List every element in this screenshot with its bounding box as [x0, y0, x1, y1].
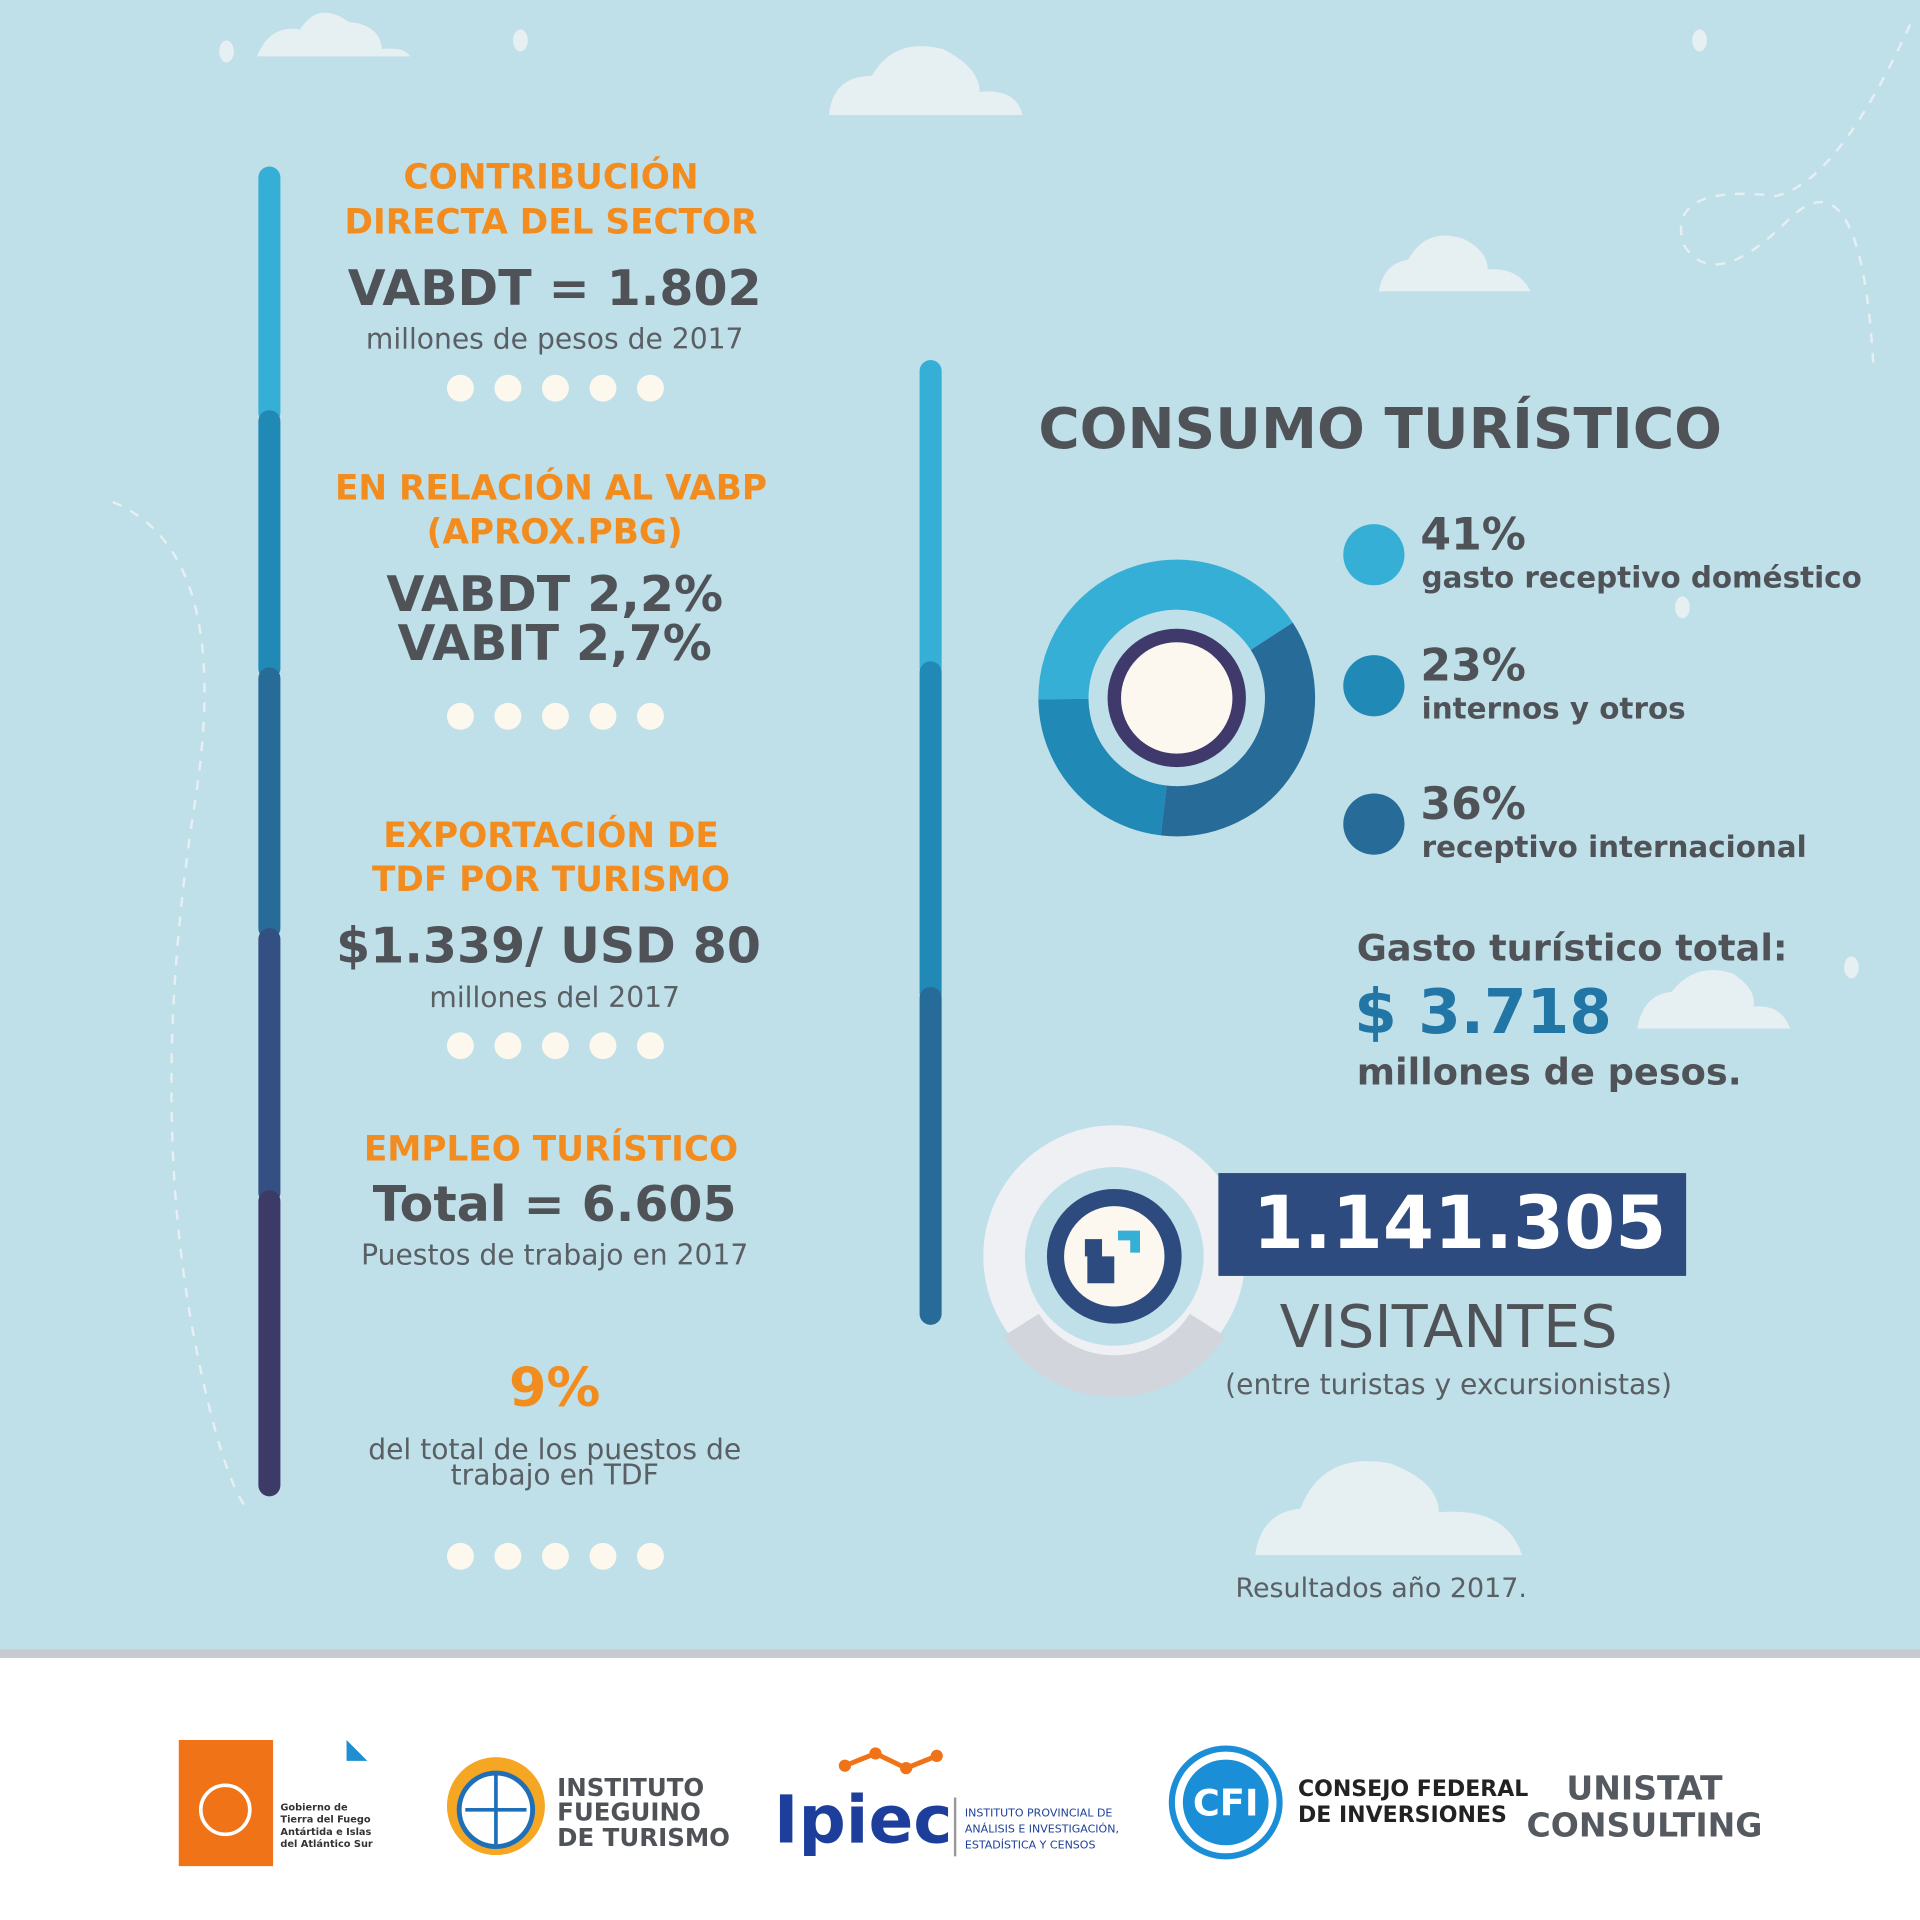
legend-value: 36%: [1420, 779, 1526, 830]
dot: [589, 374, 617, 402]
logo-text: INSTITUTO PROVINCIAL DE: [965, 1806, 1113, 1819]
dot: [494, 1032, 522, 1060]
legend-value: 23%: [1420, 641, 1526, 692]
dot: [589, 702, 617, 730]
clouds: [112, 12, 1912, 1556]
dot: [446, 1542, 474, 1570]
dot: [636, 1032, 664, 1060]
logo-text: Gobierno de: [280, 1802, 348, 1813]
section-heading: EMPLEO TURÍSTICO: [364, 1129, 738, 1170]
section-heading: CONTRIBUCIÓN: [403, 156, 698, 197]
visitor-value: 1.141.305: [1253, 1181, 1667, 1266]
section-note: Puestos de trabajo en 2017: [361, 1238, 748, 1271]
dot: [636, 702, 664, 730]
section-note: millones del 2017: [429, 981, 680, 1014]
section-value: $1.339/ USD 80: [336, 917, 761, 974]
legend-swatch: [1343, 793, 1405, 855]
dot: [636, 1542, 664, 1570]
section-note: del total de los puestos de: [368, 1433, 741, 1466]
dot: [494, 1542, 522, 1570]
logo-gobierno: Gobierno de Tierra del Fuego Antártida e…: [178, 1740, 373, 1867]
logo-text: DE INVERSIONES: [1298, 1803, 1507, 1828]
logo-text: DE TURISMO: [557, 1823, 730, 1852]
dot: [541, 702, 569, 730]
footer-background: [0, 1653, 1920, 1920]
gasto-label: Gasto turístico total:: [1357, 927, 1788, 970]
donut-segment: [1160, 622, 1316, 837]
dot: [494, 702, 522, 730]
gasto-value: $ 3.718: [1354, 977, 1612, 1048]
legend-label: gasto receptivo doméstico: [1422, 561, 1862, 595]
logo-text: INSTITUTO: [557, 1773, 704, 1802]
dot: [589, 1542, 617, 1570]
gasto-unit: millones de pesos.: [1357, 1050, 1742, 1093]
logo-text: Tierra del Fuego: [280, 1815, 370, 1826]
section-note: millones de pesos de 2017: [366, 322, 744, 355]
section-value: 9%: [509, 1356, 600, 1419]
visitor-icon: [983, 1125, 1246, 1397]
logo-text: ANÁLISIS E INVESTIGACIÓN,: [965, 1822, 1119, 1835]
donut-segment: [1038, 698, 1168, 836]
footnote: Resultados año 2017.: [1235, 1573, 1527, 1604]
logo-text: UNISTAT: [1566, 1769, 1723, 1808]
section-value: VABDT = 1.802: [348, 260, 762, 317]
section-heading: EN RELACIÓN AL VABP: [335, 467, 767, 508]
section-value: VABIT 2,7%: [398, 615, 712, 672]
logo-cfi: CFI CONSEJO FEDERAL DE INVERSIONES: [1168, 1745, 1528, 1860]
dot-rows: [446, 374, 664, 1570]
footer-rule: [0, 1649, 1920, 1658]
dot: [446, 702, 474, 730]
section-note: trabajo en TDF: [451, 1459, 659, 1492]
logo-text: ESTADÍSTICA Y CENSOS: [965, 1838, 1096, 1851]
logo-text: Antártida e Islas: [280, 1826, 371, 1838]
section-heading: (APROX.PBG): [427, 512, 683, 552]
legend-swatch: [1343, 524, 1405, 586]
section-value: VABDT 2,2%: [386, 566, 723, 623]
logo-text: Ipiec: [774, 1782, 953, 1859]
dot: [494, 374, 522, 402]
logo-text: CFI: [1193, 1781, 1259, 1824]
visitor-box: [1218, 1173, 1687, 1276]
dot: [446, 374, 474, 402]
section-heading: TDF POR TURISMO: [372, 860, 730, 900]
legend-swatch: [1343, 655, 1405, 717]
dot: [541, 374, 569, 402]
legend: 41%gasto receptivo doméstico 23%internos …: [1343, 510, 1862, 864]
legend-value: 41%: [1420, 510, 1526, 561]
donut-chart: [1038, 559, 1316, 837]
legend-label: internos y otros: [1422, 692, 1686, 726]
logo-text: CONSULTING: [1527, 1805, 1763, 1844]
background: [0, 0, 1920, 1654]
dot: [541, 1542, 569, 1570]
dot: [541, 1032, 569, 1060]
dot: [636, 374, 664, 402]
logo-text: del Atlántico Sur: [280, 1838, 373, 1850]
logo-ipiec: Ipiec INSTITUTO PROVINCIAL DE ANÁLISIS E…: [774, 1747, 1119, 1859]
section-value: Total = 6.605: [373, 1176, 737, 1233]
visitor-label: VISITANTES: [1280, 1292, 1618, 1361]
visitor-note: (entre turistas y excursionistas): [1225, 1368, 1672, 1401]
section-heading: EXPORTACIÓN DE: [383, 815, 719, 856]
dot: [589, 1032, 617, 1060]
section-heading: DIRECTA DEL SECTOR: [345, 203, 758, 243]
logo-text: FUEGUINO: [557, 1797, 701, 1826]
logo-instituto: INSTITUTO FUEGUINO DE TURISMO: [446, 1757, 730, 1856]
dot: [446, 1032, 474, 1060]
donut-segment: [1038, 559, 1293, 700]
legend-label: receptivo internacional: [1422, 830, 1807, 864]
consumo-title: CONSUMO TURÍSTICO: [1038, 394, 1722, 462]
logo-text: CONSEJO FEDERAL: [1298, 1777, 1528, 1802]
right-bar: [919, 360, 942, 1325]
left-bar: [258, 166, 281, 1497]
